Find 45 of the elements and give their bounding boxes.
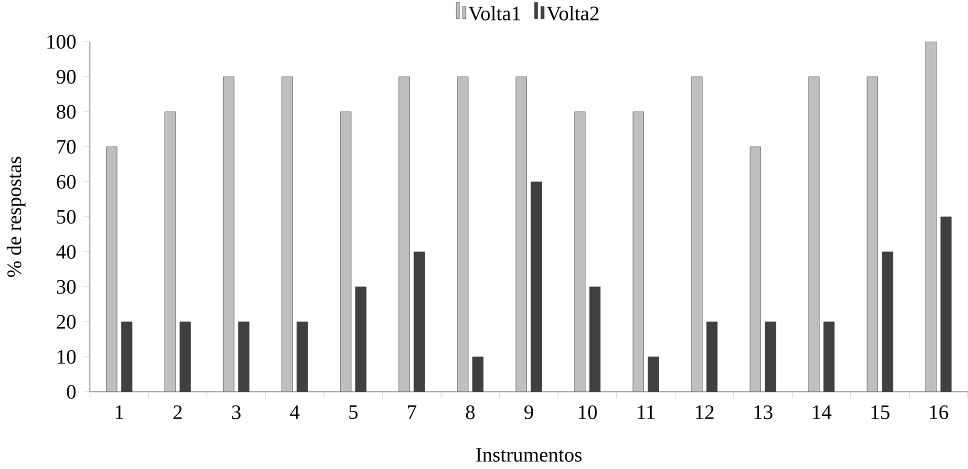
x-tick-label: 2 — [173, 406, 182, 420]
y-tick-label: 70 — [57, 140, 76, 154]
y-tick-label: 40 — [56, 245, 76, 259]
bar — [691, 76, 702, 392]
x-tick-label: 1 — [116, 406, 124, 420]
x-tick-label: 15 — [872, 406, 890, 420]
bar — [106, 146, 118, 392]
bar — [457, 76, 468, 392]
legend-label: Volta1 — [468, 6, 520, 21]
bar — [164, 112, 176, 392]
x-tick-label: 13 — [754, 406, 772, 420]
x-tick-label: 8 — [466, 406, 475, 420]
x-tick-label: 4 — [290, 406, 300, 420]
bar — [223, 76, 234, 392]
x-axis-title: Instrumentos — [476, 448, 582, 462]
bar — [632, 112, 644, 392]
x-tick-label: 3 — [232, 406, 241, 420]
bar — [340, 112, 352, 392]
y-tick-label: 30 — [56, 280, 76, 294]
bar — [574, 112, 586, 392]
y-tick-label: 0 — [66, 385, 76, 400]
x-tick-label: 10 — [578, 406, 597, 420]
bar — [516, 76, 527, 392]
bar — [398, 76, 410, 392]
bar — [750, 146, 762, 392]
x-tick-label: 7 — [408, 406, 416, 419]
x-tick-label: 5 — [349, 406, 358, 420]
x-tick-label: 16 — [930, 406, 948, 420]
y-tick-label: 10 — [58, 350, 76, 364]
y-axis-title: % de respostas — [6, 157, 26, 278]
bar — [808, 76, 820, 392]
bar — [282, 76, 293, 392]
y-tick-label: 90 — [56, 70, 76, 84]
x-tick-label: 12 — [696, 406, 714, 420]
y-tick-label: 80 — [56, 105, 76, 119]
x-tick-label: 14 — [813, 406, 832, 420]
y-tick-label: 20 — [56, 315, 76, 329]
y-tick-label: 50 — [57, 210, 76, 224]
bar — [866, 76, 878, 392]
y-tick-label: 100 — [48, 35, 76, 49]
x-tick-label: 11 — [638, 406, 655, 420]
x-tick-label: 9 — [524, 406, 534, 420]
bar — [925, 42, 937, 392]
legend-label: Volta2 — [546, 6, 598, 21]
y-tick-label: 60 — [56, 175, 76, 189]
